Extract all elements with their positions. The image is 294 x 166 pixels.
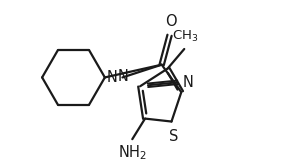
Text: S: S (169, 129, 178, 144)
Text: N: N (118, 69, 129, 84)
Text: O: O (165, 14, 176, 29)
Text: NH$_2$: NH$_2$ (118, 143, 147, 162)
Text: N: N (182, 75, 193, 90)
Text: N: N (106, 70, 117, 85)
Text: CH$_3$: CH$_3$ (172, 29, 198, 44)
